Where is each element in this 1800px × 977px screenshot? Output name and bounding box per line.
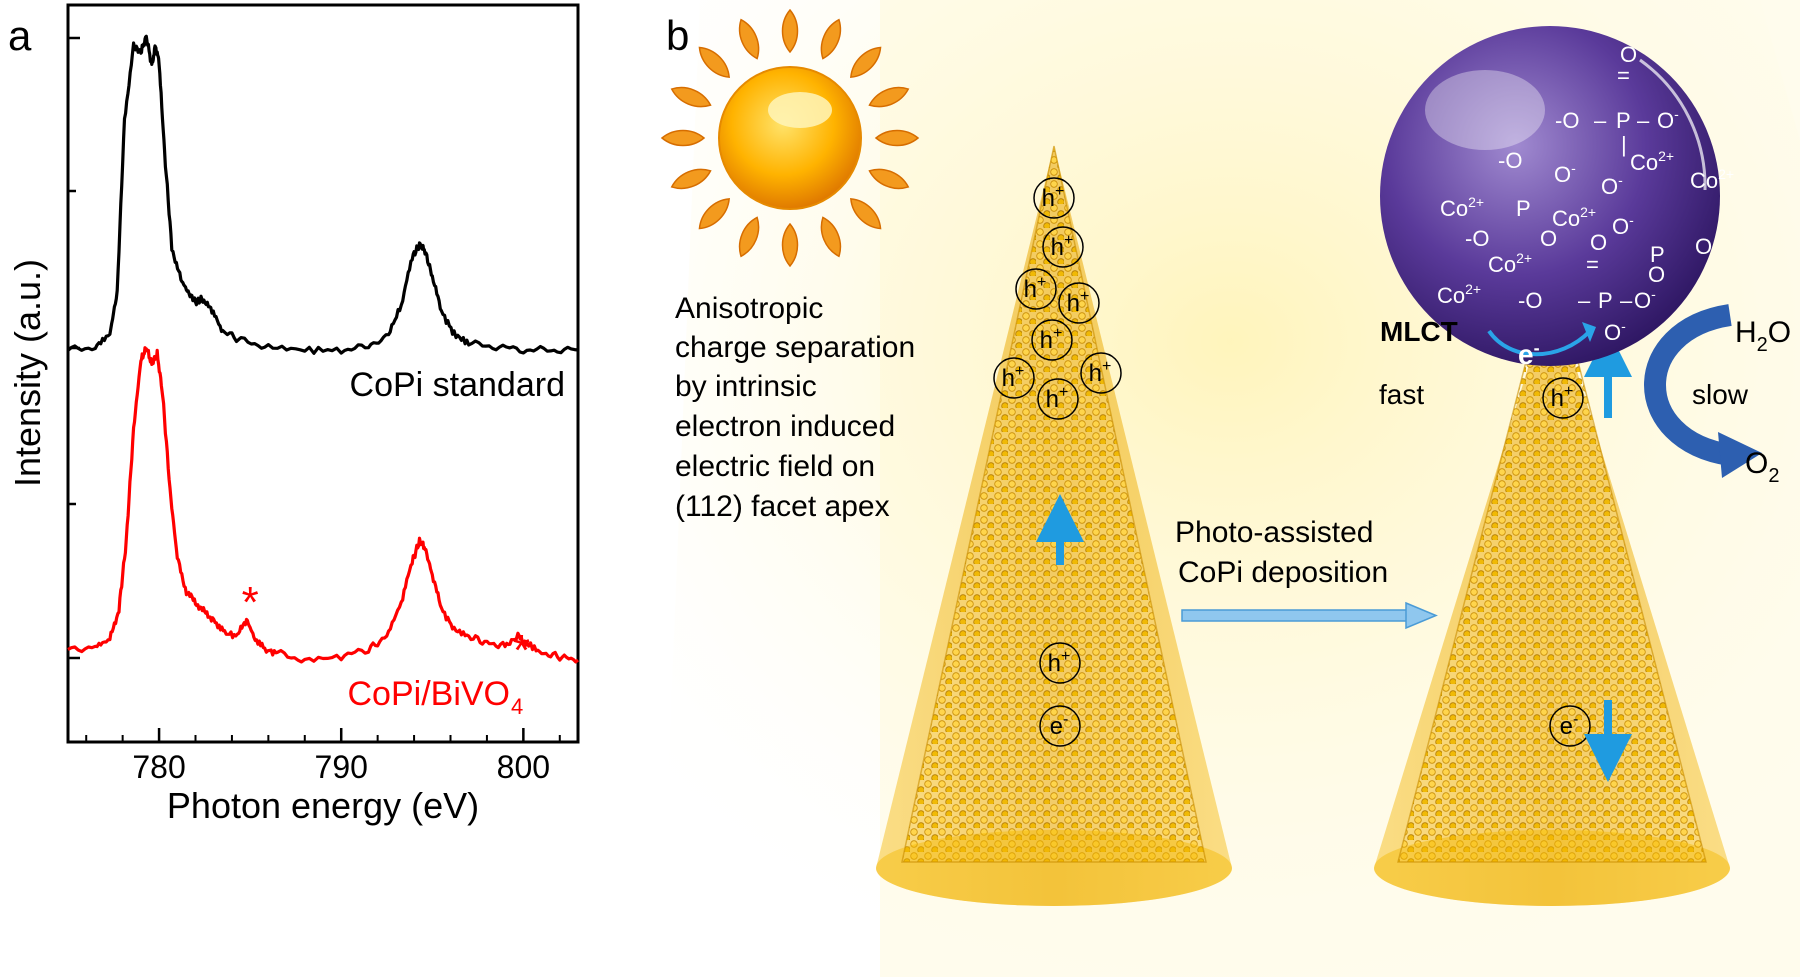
fast-label: fast	[1379, 379, 1424, 410]
mlct-arrow	[1487, 329, 1592, 357]
x-axis-title: Photon energy (eV)	[167, 785, 479, 826]
svg-text:h+: h+	[1042, 183, 1065, 212]
svg-text:Anisotropic: Anisotropic	[675, 292, 823, 325]
oxygen: O	[1540, 226, 1557, 251]
svg-text:h+: h+	[1046, 384, 1069, 413]
slow-label: slow	[1692, 379, 1749, 410]
x-ticks: 780 790 800	[85, 728, 561, 785]
sun-icon	[660, 8, 920, 268]
oxygen: O	[1695, 234, 1712, 259]
svg-text:h+: h+	[1051, 232, 1074, 261]
hole-marker: h+	[1058, 282, 1100, 324]
svg-text:Photo-assisted: Photo-assisted	[1175, 516, 1373, 549]
svg-text:h+: h+	[1067, 288, 1090, 317]
cobalt-ion: Co2+	[1440, 194, 1484, 221]
series-label-subscript: 4	[511, 694, 523, 719]
double-bond: =	[1617, 63, 1630, 88]
oxygen: O	[1590, 230, 1607, 255]
svg-text:h+: h+	[1040, 325, 1063, 354]
phosphorus: P	[1516, 196, 1531, 221]
hole-marker: h+	[1031, 319, 1073, 361]
oxygen-anion: O-	[1657, 106, 1679, 133]
water-oxidation-arrow	[1644, 304, 1762, 478]
phosphorus: P	[1616, 108, 1631, 133]
deposition-arrow: Photo-assisted CoPi deposition	[1175, 516, 1438, 630]
oxygen: O	[1620, 42, 1637, 67]
oxygen-anion: O-	[1554, 160, 1576, 187]
hole-marker: h+	[1042, 226, 1084, 268]
annotation-asterisk: *	[513, 626, 530, 675]
hole-marker: h+	[1080, 352, 1122, 394]
cobalt-ion: Co2+	[1488, 250, 1532, 277]
svg-text:h+: h+	[1551, 383, 1574, 412]
bond: –	[1620, 288, 1633, 313]
bond: |	[1621, 132, 1627, 157]
cobalt-ion: Co2+	[1690, 166, 1734, 193]
cobalt-ion: Co2+	[1630, 148, 1674, 175]
oxygen-anion: -O	[1518, 288, 1542, 313]
hole-marker: h+	[1039, 642, 1081, 684]
panel-a-letter: a	[8, 12, 32, 59]
copi-cluster	[1380, 26, 1720, 366]
y-axis-title: Intensity (a.u.)	[7, 259, 48, 487]
x-tick-label: 790	[315, 749, 368, 785]
x-tick-label: 800	[497, 749, 550, 785]
svg-text:CoPi deposition: CoPi deposition	[1178, 556, 1388, 589]
hole-marker: h+	[1542, 377, 1584, 419]
bond: –	[1578, 288, 1591, 313]
svg-text:(112) facet apex: (112) facet apex	[675, 490, 890, 523]
svg-text:h+: h+	[1024, 274, 1047, 303]
electron-marker: e-	[1549, 705, 1591, 747]
o2-label: O2	[1745, 447, 1779, 487]
x-tick-label: 780	[132, 749, 185, 785]
oxygen-anion: -O	[1465, 226, 1489, 251]
oxygen-anion: -O	[1555, 108, 1579, 133]
hole-marker: h+	[1037, 378, 1079, 420]
oxygen-anion: O-	[1634, 286, 1656, 313]
phosphorus: P	[1650, 242, 1665, 267]
oxygen: O	[1648, 262, 1665, 287]
bivo4-cone-copi	[1374, 259, 1730, 906]
series-copi-bivo4	[67, 346, 580, 664]
annotation-asterisk: *	[242, 578, 259, 627]
series-label-copi-standard: CoPi standard	[350, 366, 565, 404]
double-bond: =	[1586, 252, 1599, 277]
bond: –	[1594, 108, 1607, 133]
oxygen-anion: -O	[1498, 148, 1522, 173]
mlct-arrowhead	[1582, 322, 1596, 342]
hole-marker: h+	[993, 357, 1035, 399]
panel-a-plot: 780 790 800 CoPi standard CoPi/BiVO 4 * *	[66, 3, 580, 785]
svg-text:e-: e-	[1560, 711, 1579, 740]
series-copi-standard	[66, 34, 579, 355]
svg-text:charge separation: charge separation	[675, 331, 915, 364]
svg-text:e-: e-	[1050, 711, 1069, 740]
mlct-electron: e-	[1518, 338, 1540, 370]
cobalt-ion: Co2+	[1552, 204, 1596, 231]
panel-b: b h+h+h+h+h+h+ h+h+h+e-h+e- Anisotropic	[660, 0, 1800, 977]
oxygen-anion: O-	[1604, 318, 1626, 345]
svg-text:by intrinsic: by intrinsic	[675, 370, 817, 403]
svg-text:h+: h+	[1048, 648, 1071, 677]
hole-marker: h+	[1033, 177, 1075, 219]
bond: –	[1637, 108, 1650, 133]
mechanism-description: Anisotropic charge separation by intrins…	[675, 292, 915, 523]
panel-b-letter: b	[666, 12, 689, 59]
phosphorus: P	[1598, 288, 1613, 313]
oxygen-anion: O-	[1601, 172, 1623, 199]
svg-text:h+: h+	[1089, 358, 1112, 387]
hole-markers: h+h+h+h+h+h+ h+h+h+e-h+e-	[993, 177, 1591, 747]
series-label-copi-bivo4: CoPi/BiVO	[348, 675, 511, 713]
electron-marker: e-	[1039, 705, 1081, 747]
svg-text:h+: h+	[1002, 363, 1025, 392]
cobalt-ion: Co2+	[1437, 281, 1481, 308]
h2o-label: H2O	[1735, 316, 1791, 356]
oxygen-anion: O-	[1612, 212, 1634, 239]
plot-frame	[66, 3, 580, 744]
mlct-label: MLCT	[1380, 316, 1458, 347]
svg-text:electron induced: electron induced	[675, 410, 895, 443]
hole-marker: h+	[1015, 268, 1057, 310]
svg-text:electric field on: electric field on	[675, 450, 875, 483]
